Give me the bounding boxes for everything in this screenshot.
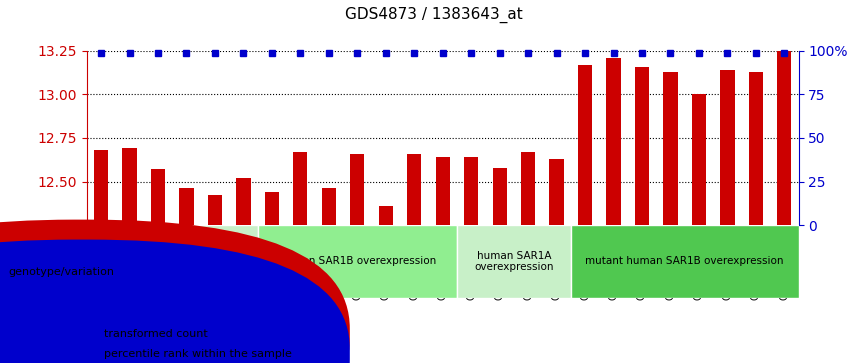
Bar bbox=[663, 72, 678, 225]
FancyBboxPatch shape bbox=[87, 225, 258, 298]
Bar bbox=[407, 154, 421, 225]
Bar bbox=[265, 192, 279, 225]
FancyBboxPatch shape bbox=[571, 225, 799, 298]
Bar bbox=[151, 169, 165, 225]
FancyBboxPatch shape bbox=[457, 225, 571, 298]
Text: genotype/variation: genotype/variation bbox=[9, 267, 115, 277]
Bar bbox=[521, 152, 536, 225]
Text: mutant human SAR1B overexpression: mutant human SAR1B overexpression bbox=[585, 256, 784, 266]
Bar bbox=[549, 159, 563, 225]
Bar bbox=[436, 157, 450, 225]
FancyBboxPatch shape bbox=[258, 225, 457, 298]
Bar bbox=[607, 58, 621, 225]
Bar bbox=[578, 65, 592, 225]
Bar bbox=[180, 188, 194, 225]
Bar bbox=[492, 168, 507, 225]
Bar bbox=[378, 206, 393, 225]
Bar bbox=[236, 178, 251, 225]
Bar bbox=[464, 157, 478, 225]
Text: control: control bbox=[154, 256, 190, 266]
Text: human SAR1A
overexpression: human SAR1A overexpression bbox=[474, 250, 554, 272]
Bar bbox=[293, 152, 307, 225]
Text: GDS4873 / 1383643_at: GDS4873 / 1383643_at bbox=[345, 7, 523, 24]
Bar bbox=[720, 70, 734, 225]
Bar bbox=[692, 94, 706, 225]
Bar bbox=[94, 150, 108, 225]
Bar bbox=[749, 72, 763, 225]
Bar bbox=[777, 51, 792, 225]
Text: human SAR1B overexpression: human SAR1B overexpression bbox=[279, 256, 436, 266]
Bar bbox=[350, 154, 365, 225]
Bar bbox=[635, 66, 649, 225]
Bar bbox=[207, 195, 222, 225]
Text: transformed count: transformed count bbox=[104, 329, 208, 339]
Bar bbox=[122, 148, 136, 225]
Bar bbox=[322, 188, 336, 225]
Text: percentile rank within the sample: percentile rank within the sample bbox=[104, 349, 292, 359]
